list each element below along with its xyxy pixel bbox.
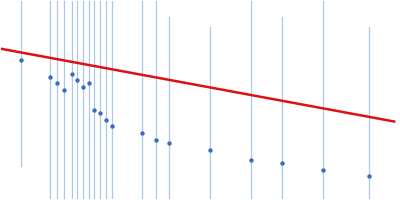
Point [97,112,103,115]
Point [54,82,60,85]
Point [69,72,76,75]
Point [366,175,372,178]
Point [103,118,109,121]
Point [61,88,67,92]
Point [138,132,145,135]
Point [207,148,214,151]
Point [18,59,24,62]
Point [248,158,254,161]
Point [74,79,80,82]
Point [46,75,53,78]
Point [320,168,326,171]
Point [80,85,87,88]
Point [153,138,159,141]
Point [90,108,97,112]
Point [109,125,115,128]
Point [166,141,172,145]
Point [85,82,92,85]
Point [278,161,285,164]
